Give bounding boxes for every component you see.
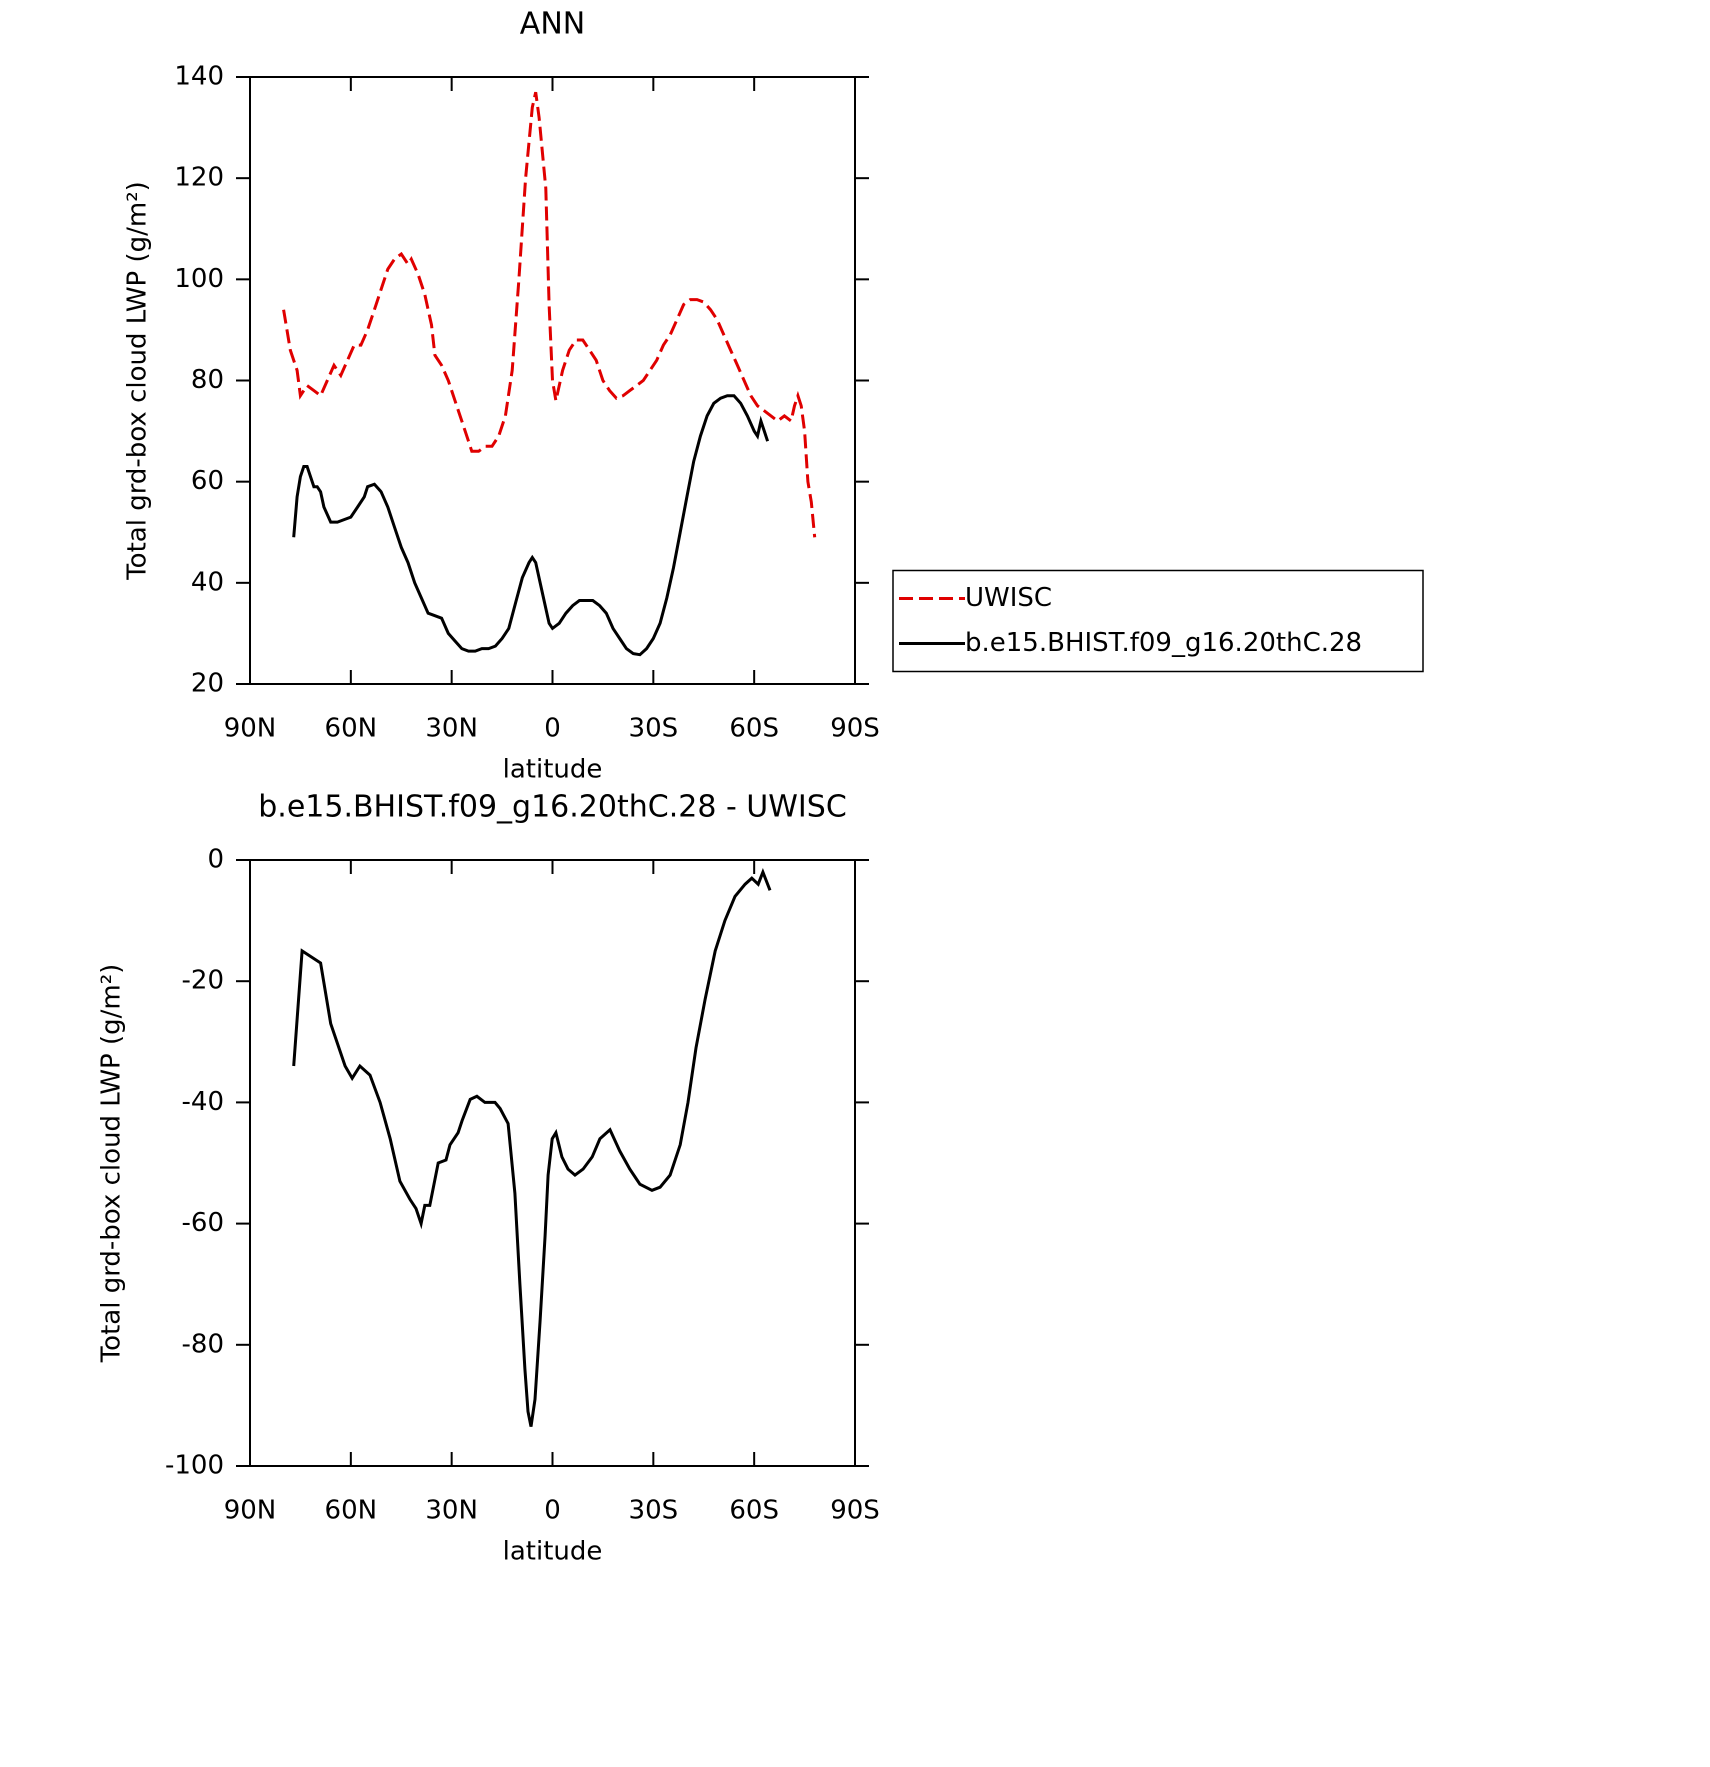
y-tick-label: 40 (191, 567, 224, 597)
x-tick-label: 90N (224, 1496, 277, 1526)
y-tick-label: 140 (174, 62, 224, 92)
y-tick-label: 80 (191, 365, 224, 395)
x-tick-label: 30S (629, 1496, 679, 1526)
plot-frame (249, 76, 856, 685)
x-tick-label: 0 (544, 714, 561, 744)
x-axis-label: latitude (503, 1537, 603, 1567)
y-tick-label: -60 (182, 1208, 224, 1238)
y-tick-label: -100 (165, 1451, 224, 1481)
x-tick-label: 60N (325, 714, 378, 744)
y-tick-label: -80 (182, 1329, 224, 1359)
legend-box (892, 569, 1424, 673)
x-tick-label: 30N (425, 714, 478, 744)
x-axis-label: latitude (503, 755, 603, 785)
x-tick-label: 60S (729, 714, 779, 744)
x-tick-label: 60N (325, 1496, 378, 1526)
y-tick-label: -20 (182, 966, 224, 996)
y-tick-label: 100 (174, 264, 224, 294)
y-axis-label: Total grd-box cloud LWP (g/m²) (97, 964, 127, 1364)
plot-frame (249, 859, 856, 1467)
x-tick-label: 60S (729, 1496, 779, 1526)
legend-label: b.e15.BHIST.f09_g16.20thC.28 (965, 628, 1362, 658)
legend-label: UWISC (965, 583, 1052, 613)
y-tick-label: 20 (191, 669, 224, 699)
data-line (292, 394, 770, 657)
x-tick-label: 90S (830, 1496, 880, 1526)
y-tick-label: 0 (207, 845, 224, 875)
x-tick-label: 90N (224, 714, 277, 744)
y-axis-label: Total grd-box cloud LWP (g/m²) (123, 181, 153, 581)
x-tick-label: 0 (544, 1496, 561, 1526)
chart-title: ANN (520, 7, 585, 42)
data-line (292, 867, 772, 1427)
y-tick-label: -40 (182, 1087, 224, 1117)
data-line (282, 91, 817, 538)
x-tick-label: 30S (629, 714, 679, 744)
x-tick-label: 30N (425, 1496, 478, 1526)
x-tick-label: 90S (830, 714, 880, 744)
chart-title: b.e15.BHIST.f09_g16.20thC.28 - UWISC (258, 790, 847, 825)
y-tick-label: 60 (191, 466, 224, 496)
y-tick-label: 120 (174, 163, 224, 193)
